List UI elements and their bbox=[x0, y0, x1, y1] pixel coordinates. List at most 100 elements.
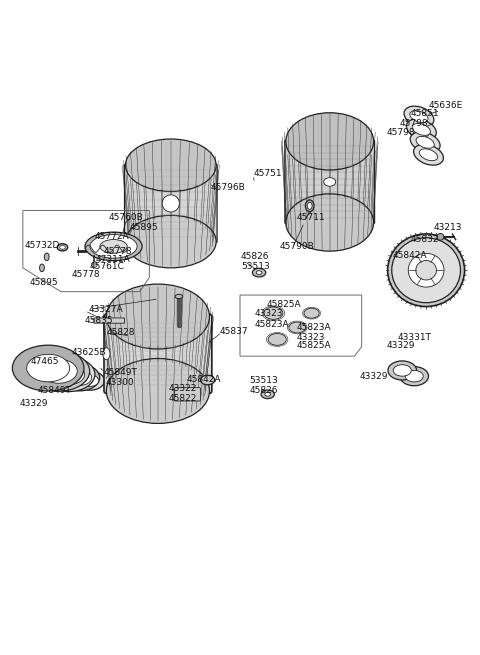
Text: 45828: 45828 bbox=[107, 328, 135, 337]
Ellipse shape bbox=[388, 361, 417, 380]
Ellipse shape bbox=[27, 354, 70, 382]
Text: 53513
45826: 53513 45826 bbox=[250, 376, 278, 396]
Ellipse shape bbox=[107, 284, 209, 349]
Text: 43322
45822: 43322 45822 bbox=[168, 384, 197, 403]
Ellipse shape bbox=[305, 200, 314, 212]
FancyBboxPatch shape bbox=[124, 164, 217, 242]
Text: 45636E: 45636E bbox=[429, 101, 463, 110]
Ellipse shape bbox=[393, 365, 411, 376]
Ellipse shape bbox=[261, 390, 275, 399]
Ellipse shape bbox=[420, 149, 438, 160]
Text: 45772A: 45772A bbox=[95, 233, 129, 241]
Text: 43327A: 43327A bbox=[88, 305, 123, 314]
Ellipse shape bbox=[307, 202, 312, 210]
Text: 45895: 45895 bbox=[129, 223, 158, 232]
Circle shape bbox=[437, 233, 444, 240]
Ellipse shape bbox=[410, 111, 428, 122]
Ellipse shape bbox=[410, 132, 440, 153]
Ellipse shape bbox=[200, 375, 215, 384]
Ellipse shape bbox=[43, 357, 95, 392]
Text: 45761C: 45761C bbox=[90, 262, 124, 271]
Text: 45825A: 45825A bbox=[296, 341, 331, 350]
Text: 45826
53513: 45826 53513 bbox=[241, 252, 270, 271]
Ellipse shape bbox=[44, 253, 49, 261]
Text: 47311A: 47311A bbox=[96, 255, 131, 264]
Ellipse shape bbox=[324, 178, 336, 186]
Ellipse shape bbox=[82, 375, 99, 386]
Ellipse shape bbox=[40, 359, 77, 383]
Text: 45798: 45798 bbox=[400, 119, 429, 128]
Text: 45711: 45711 bbox=[296, 214, 325, 222]
Ellipse shape bbox=[405, 371, 423, 382]
Ellipse shape bbox=[289, 322, 306, 333]
Ellipse shape bbox=[286, 194, 373, 251]
FancyBboxPatch shape bbox=[175, 388, 200, 401]
Ellipse shape bbox=[416, 261, 436, 280]
Text: 45851: 45851 bbox=[411, 109, 440, 118]
Ellipse shape bbox=[100, 240, 127, 253]
Text: 45842A: 45842A bbox=[393, 252, 427, 261]
Text: 43323
45823A: 43323 45823A bbox=[254, 309, 289, 329]
Ellipse shape bbox=[12, 345, 84, 391]
Text: 45835: 45835 bbox=[85, 316, 114, 325]
Ellipse shape bbox=[286, 113, 373, 170]
Ellipse shape bbox=[400, 367, 429, 386]
Text: 43331T: 43331T bbox=[397, 333, 432, 341]
Ellipse shape bbox=[256, 271, 262, 274]
Circle shape bbox=[162, 195, 180, 212]
Ellipse shape bbox=[268, 333, 286, 345]
Text: 45849T: 45849T bbox=[104, 368, 138, 377]
Text: 45823A
43323: 45823A 43323 bbox=[296, 322, 331, 342]
Text: 45825A: 45825A bbox=[266, 300, 301, 309]
Text: 45796B: 45796B bbox=[210, 183, 245, 192]
Ellipse shape bbox=[416, 136, 434, 148]
Ellipse shape bbox=[107, 358, 209, 423]
Ellipse shape bbox=[39, 264, 44, 272]
Ellipse shape bbox=[54, 364, 84, 384]
Ellipse shape bbox=[68, 369, 92, 386]
Text: 45832: 45832 bbox=[411, 234, 439, 244]
Circle shape bbox=[92, 261, 97, 267]
Ellipse shape bbox=[408, 253, 444, 287]
Ellipse shape bbox=[412, 124, 431, 136]
Text: 45760B: 45760B bbox=[109, 214, 144, 222]
Text: 45778: 45778 bbox=[104, 247, 132, 255]
Ellipse shape bbox=[103, 348, 110, 360]
Text: 43300: 43300 bbox=[106, 378, 134, 387]
Ellipse shape bbox=[414, 144, 444, 165]
Ellipse shape bbox=[57, 244, 68, 251]
Text: 47465: 47465 bbox=[31, 358, 60, 366]
Ellipse shape bbox=[60, 364, 100, 391]
Ellipse shape bbox=[60, 246, 65, 250]
Ellipse shape bbox=[304, 309, 319, 318]
Ellipse shape bbox=[28, 351, 90, 391]
Ellipse shape bbox=[76, 371, 105, 390]
Ellipse shape bbox=[85, 232, 142, 261]
Ellipse shape bbox=[265, 392, 271, 396]
Ellipse shape bbox=[175, 294, 183, 299]
Text: 45790B: 45790B bbox=[279, 242, 314, 251]
FancyBboxPatch shape bbox=[94, 318, 124, 323]
Text: 45895: 45895 bbox=[29, 278, 58, 287]
Text: 45837: 45837 bbox=[220, 327, 249, 336]
Text: 45798: 45798 bbox=[387, 128, 416, 138]
Ellipse shape bbox=[125, 215, 216, 268]
Text: 43329: 43329 bbox=[387, 341, 416, 350]
Text: 45778: 45778 bbox=[72, 270, 101, 278]
Text: 43213: 43213 bbox=[433, 223, 462, 232]
Text: 45842A: 45842A bbox=[187, 375, 221, 384]
Ellipse shape bbox=[264, 307, 283, 320]
Text: 43329: 43329 bbox=[20, 400, 48, 408]
Ellipse shape bbox=[404, 106, 434, 127]
Text: 43329: 43329 bbox=[360, 371, 388, 381]
Text: 45849T: 45849T bbox=[37, 386, 71, 395]
Text: 45751: 45751 bbox=[253, 169, 282, 178]
FancyBboxPatch shape bbox=[104, 314, 212, 394]
Ellipse shape bbox=[407, 119, 436, 140]
Ellipse shape bbox=[392, 238, 460, 303]
FancyBboxPatch shape bbox=[285, 140, 374, 223]
Text: 43625B: 43625B bbox=[72, 348, 107, 357]
Ellipse shape bbox=[125, 139, 216, 191]
Ellipse shape bbox=[90, 234, 137, 258]
Ellipse shape bbox=[388, 234, 465, 307]
